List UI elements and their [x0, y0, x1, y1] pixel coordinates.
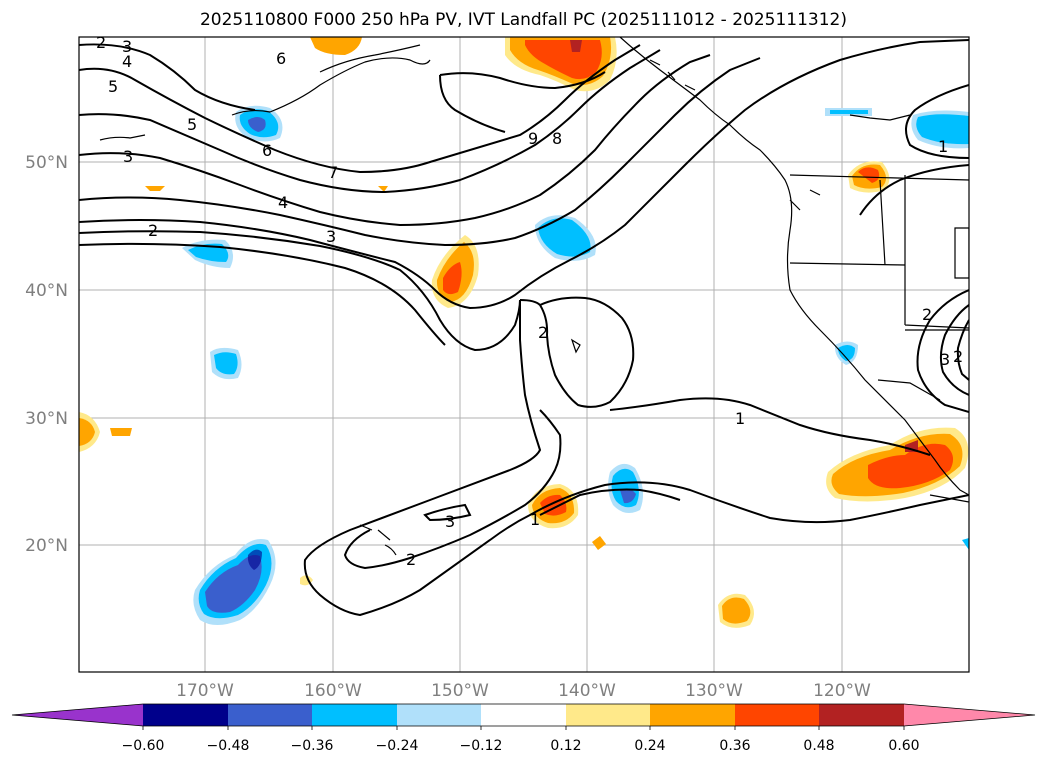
- contour-label: 3: [326, 227, 336, 246]
- colorbar-tick: 0.48: [803, 738, 834, 754]
- colorbar-tick: −0.48: [207, 738, 250, 754]
- contour-label: 1: [530, 510, 540, 529]
- ivt-shading: [79, 37, 969, 628]
- contour-label: 4: [122, 52, 132, 71]
- colorbar-tick: 0.12: [550, 738, 581, 754]
- contour-label: 2: [96, 33, 106, 52]
- colorbar-segment: [143, 704, 228, 726]
- colorbar-extend-right: [904, 704, 1035, 726]
- contour-label: 2: [953, 347, 963, 366]
- contour-label: 7: [328, 163, 338, 182]
- lon-label-170w: 170°W: [176, 681, 234, 701]
- contour-labels: 2 3 4 5 6 3 5 6 7 4 3 2 9 8 1 2 1 2 3 2 …: [96, 33, 963, 569]
- colorbar-tick: −0.60: [122, 738, 165, 754]
- contour-label: 3: [445, 512, 455, 531]
- contour-label: 3: [123, 147, 133, 166]
- lon-label-140w: 140°W: [558, 681, 616, 701]
- contour-label: 2: [922, 305, 932, 324]
- contour-label: 2: [538, 323, 548, 342]
- colorbar-segment: [228, 704, 312, 726]
- contour-label: 8: [552, 129, 562, 148]
- colorbar-tick: 0.60: [888, 738, 919, 754]
- lon-label-160w: 160°W: [304, 681, 362, 701]
- colorbar-segment: [819, 704, 904, 726]
- colorbar-segment: [566, 704, 650, 726]
- colorbar: −0.60 −0.48 −0.36 −0.24 −0.12 0.12 0.24 …: [11, 703, 1036, 754]
- colorbar-tick: −0.36: [291, 738, 334, 754]
- gridlines: [79, 37, 969, 672]
- colorbar-tick: 0.24: [634, 738, 665, 754]
- colorbar-extend-left: [12, 704, 143, 726]
- contour-label: 2: [148, 221, 158, 240]
- lat-label-20n: 20°N: [25, 536, 68, 556]
- lon-label-130w: 130°W: [685, 681, 743, 701]
- coastlines: [99, 37, 969, 556]
- contour-label: 6: [276, 49, 286, 68]
- contour-label: 3: [122, 37, 132, 56]
- contour-label: 1: [938, 137, 948, 156]
- colorbar-segment: [397, 704, 481, 726]
- colorbar-tick: −0.12: [460, 738, 503, 754]
- map-border: [78, 36, 970, 673]
- contour-label: 4: [278, 193, 288, 212]
- contour-label: 3: [940, 350, 950, 369]
- colorbar-segment: [735, 704, 819, 726]
- lon-label-150w: 150°W: [431, 681, 489, 701]
- lat-label-40n: 40°N: [25, 281, 68, 301]
- lat-label-50n: 50°N: [25, 153, 68, 173]
- colorbar-tick: 0.36: [719, 738, 750, 754]
- latitude-labels: 50°N 40°N 30°N 20°N: [25, 153, 68, 556]
- colorbar-segment: [650, 704, 735, 726]
- lon-label-120w: 120°W: [813, 681, 871, 701]
- map-title: 2025110800 F000 250 hPa PV, IVT Landfall…: [199, 10, 847, 30]
- colorbar-segment: [481, 704, 566, 726]
- contour-label: 5: [108, 77, 118, 96]
- contour-label: 5: [187, 115, 197, 134]
- pv-contours: [79, 39, 969, 617]
- contour-label: 9: [528, 129, 538, 148]
- contour-label: 2: [406, 550, 416, 569]
- colorbar-tick: −0.24: [376, 738, 419, 754]
- longitude-labels: 170°W 160°W 150°W 140°W 130°W 120°W: [176, 681, 871, 701]
- contour-label: 6: [262, 141, 272, 160]
- lat-label-30n: 30°N: [25, 409, 68, 429]
- colorbar-segment: [312, 704, 397, 726]
- contour-label: 1: [735, 409, 745, 428]
